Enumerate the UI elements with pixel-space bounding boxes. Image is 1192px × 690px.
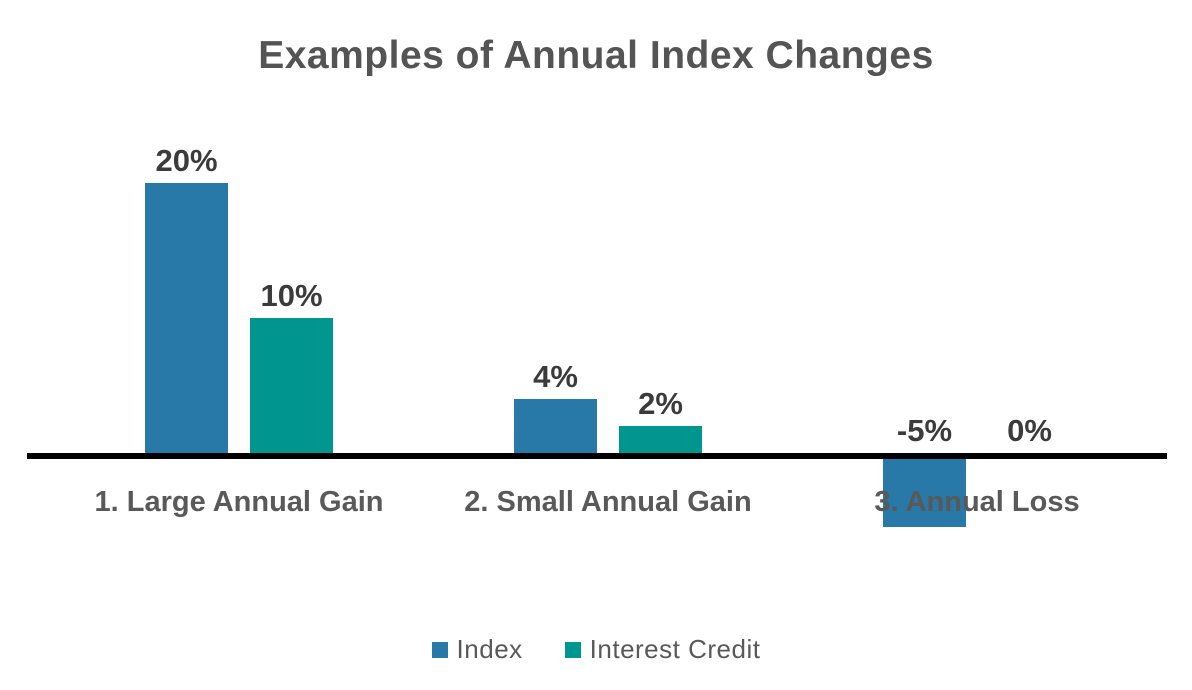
chart-title: Examples of Annual Index Changes	[258, 34, 934, 77]
value-label-index-1-large-annual-gain: 20%	[155, 143, 218, 178]
bar-interest-credit-1-large-annual-gain	[250, 318, 333, 453]
value-label-interest-credit-1-large-annual-gain: 10%	[260, 278, 323, 313]
legend-item-index: Index	[431, 634, 523, 665]
bar-index-2-small-annual-gain	[514, 399, 597, 453]
legend-item-interest-credit: Interest Credit	[564, 634, 761, 665]
bar-index-1-large-annual-gain	[145, 183, 228, 453]
value-label-index-3-annual-loss: -5%	[896, 413, 953, 448]
legend: Index Interest Credit	[0, 634, 1192, 665]
bar-index-3-annual-loss	[883, 459, 966, 527]
x-axis-line	[27, 453, 1167, 459]
bar-interest-credit-2-small-annual-gain	[619, 426, 702, 453]
value-label-interest-credit-3-annual-loss: 0%	[1007, 413, 1052, 448]
value-label-index-2-small-annual-gain: 4%	[533, 359, 578, 394]
value-label-interest-credit-2-small-annual-gain: 2%	[638, 386, 683, 421]
legend-label-interest-credit: Interest Credit	[589, 634, 761, 664]
legend-label-index: Index	[456, 634, 523, 664]
category-label-3-annual-loss: 3. Annual Loss	[874, 486, 1080, 518]
category-label-2-small-annual-gain: 2. Small Annual Gain	[464, 486, 752, 518]
index-legend-swatch	[431, 641, 448, 658]
category-label-1-large-annual-gain: 1. Large Annual Gain	[94, 486, 384, 518]
interest-credit-legend-swatch	[564, 641, 581, 658]
